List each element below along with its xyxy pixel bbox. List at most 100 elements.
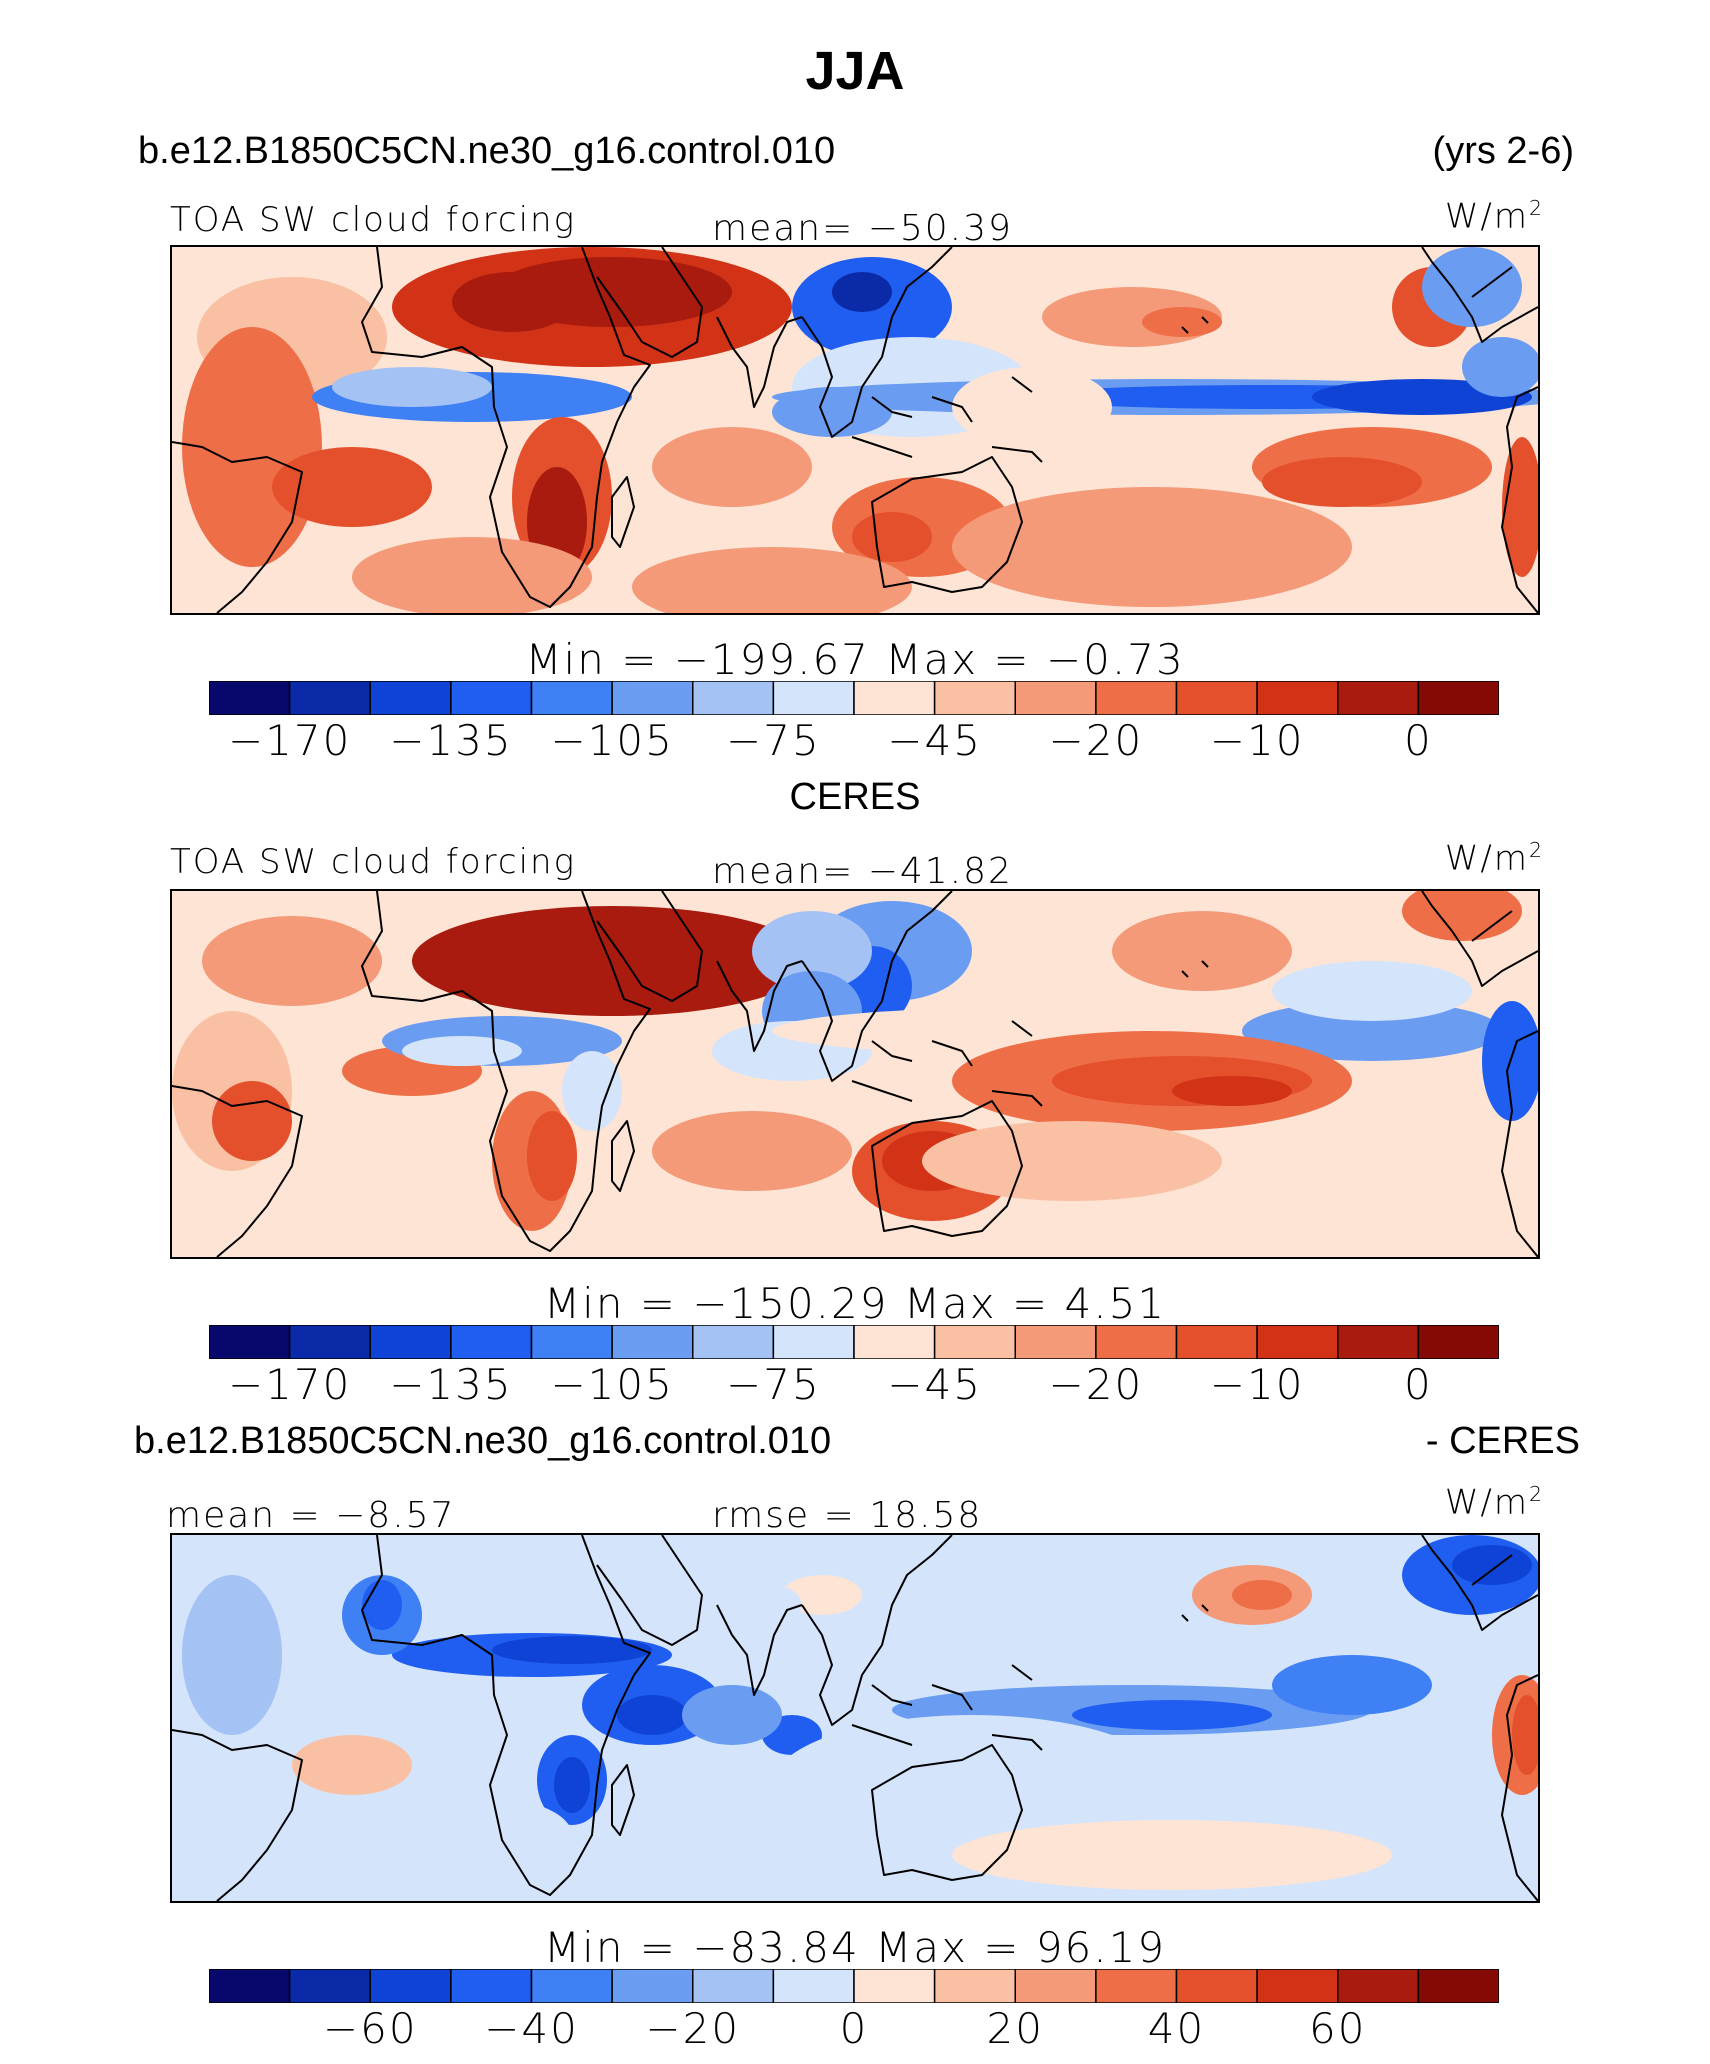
colorbar-3	[209, 1969, 1499, 2003]
colorbar-tick-label: 0	[1404, 716, 1433, 765]
coastline-path	[1501, 386, 1538, 613]
colorbar-swatch-6	[692, 681, 775, 715]
colorbar-tick-label: −45	[887, 1360, 982, 1409]
colorbar-tick-label: −135	[389, 1360, 513, 1409]
colorbar-swatch-2	[369, 681, 452, 715]
field-blob	[632, 547, 912, 613]
panel3-map	[170, 1533, 1540, 1903]
field-blob	[1452, 1545, 1532, 1585]
field-blob	[952, 1820, 1392, 1890]
field-blob	[402, 1036, 522, 1066]
coastline-path	[1181, 1614, 1189, 1622]
colorbar-swatch-5	[611, 1325, 694, 1359]
coastline-path	[1421, 247, 1538, 343]
colorbar-swatch-1	[288, 681, 371, 715]
panel2-units: W/m2	[1444, 838, 1544, 879]
coastline-path	[716, 316, 803, 408]
field-blob	[332, 367, 492, 407]
colorbar-swatch-6	[692, 1969, 775, 2003]
colorbar-swatch-12	[1175, 1325, 1258, 1359]
coastline-path	[991, 446, 1043, 463]
field-blob	[1242, 1001, 1502, 1061]
coastline-path	[851, 436, 913, 458]
colorbar-swatch-13	[1256, 1325, 1339, 1359]
colorbar-swatch-14	[1337, 681, 1420, 715]
field-blob	[772, 1715, 1172, 1855]
panel1-map	[170, 245, 1540, 615]
coastline-path	[801, 891, 953, 1082]
coastline-path	[931, 1684, 973, 1711]
colorbar-tick-label: −75	[726, 1360, 821, 1409]
colorbar-swatch-11	[1095, 681, 1178, 715]
field-blob	[752, 911, 872, 991]
field-blob	[952, 487, 1352, 607]
colorbar-tick-label: 40	[1147, 2004, 1206, 2053]
field-blob	[617, 1695, 687, 1735]
panel3-map-svg	[172, 1535, 1538, 1901]
panel1-map-svg	[172, 247, 1538, 613]
colorbar-tick-label: −105	[550, 716, 674, 765]
colorbar-swatch-3	[450, 681, 533, 715]
colorbar-tick-label: −170	[227, 716, 352, 765]
colorbar-swatch-8	[853, 1325, 936, 1359]
colorbar-swatch-15	[1417, 1969, 1499, 2003]
coastline-path	[871, 456, 1023, 593]
coastline-path	[361, 247, 651, 608]
field-blob	[1142, 307, 1222, 337]
colorbar-swatch-14	[1337, 1969, 1420, 2003]
coastline-path	[611, 1764, 635, 1836]
colorbar-tick-label: −20	[645, 2004, 741, 2053]
field-blob	[562, 1051, 622, 1131]
colorbar-swatch-0	[209, 1325, 291, 1359]
field-blob	[212, 1081, 292, 1161]
field-blob	[554, 1757, 590, 1813]
colorbar-swatch-1	[288, 1325, 371, 1359]
panel2-mean: mean= −41.82	[712, 851, 1013, 892]
colorbar-swatch-7	[772, 681, 855, 715]
colorbar-swatch-7	[772, 1325, 855, 1359]
coastline-path	[611, 476, 635, 548]
colorbar-tick-label: −170	[227, 1360, 352, 1409]
colorbar-1-ticks: −170 −135 −105 −75 −45 −20 −10 0	[0, 716, 1710, 766]
colorbar-swatch-1	[288, 1969, 371, 2003]
coastline-path	[1201, 960, 1209, 968]
coastline-path	[871, 1744, 1023, 1881]
field-blob	[652, 1111, 852, 1191]
colorbar-swatch-13	[1256, 1969, 1339, 2003]
panel1-minmax: Min = −199.67 Max = −0.73	[525, 635, 1185, 684]
field-blob	[527, 1111, 577, 1201]
colorbar-swatch-12	[1175, 681, 1258, 715]
colorbar-1	[209, 681, 1499, 715]
colorbar-swatch-11	[1095, 1325, 1178, 1359]
colorbar-tick-label: 20	[986, 2004, 1044, 2053]
coastline-path	[991, 1090, 1043, 1107]
panel1-variable: TOA SW cloud forcing	[170, 200, 576, 240]
colorbar-tick-label: −75	[726, 716, 821, 765]
field-blob	[852, 512, 932, 562]
panel2-map	[170, 889, 1540, 1259]
field-blob	[652, 427, 812, 507]
colorbar-tick-label: −10	[1209, 716, 1305, 765]
panel2-header: CERES	[789, 776, 921, 818]
colorbar-swatch-3	[450, 1325, 533, 1359]
field-blob	[1172, 1076, 1292, 1106]
panel1-case-name: b.e12.B1850C5CN.ne30_g16.control.010	[138, 130, 836, 172]
coastline-path	[871, 1684, 913, 1706]
colorbar-swatch-8	[853, 1969, 936, 2003]
colorbar-swatch-13	[1256, 681, 1339, 715]
colorbar-swatch-12	[1175, 1969, 1258, 2003]
field-blob	[832, 272, 892, 312]
panel2-minmax: Min = −150.29 Max = 4.51	[543, 1279, 1167, 1328]
colorbar-swatch-6	[692, 1325, 775, 1359]
field-blob	[952, 367, 1112, 447]
field-blob	[1112, 911, 1292, 991]
coastline-path	[596, 1535, 703, 1646]
coastline-path	[361, 1535, 651, 1896]
panel3-rmse: rmse = 18.58	[712, 1495, 983, 1536]
field-blob	[492, 1636, 652, 1664]
coastline-path	[1421, 891, 1538, 987]
panel2-map-svg	[172, 891, 1538, 1257]
colorbar-tick-label: −45	[887, 716, 982, 765]
panel3-mean: mean = −8.57	[166, 1495, 456, 1536]
coastline-path	[596, 891, 703, 1002]
